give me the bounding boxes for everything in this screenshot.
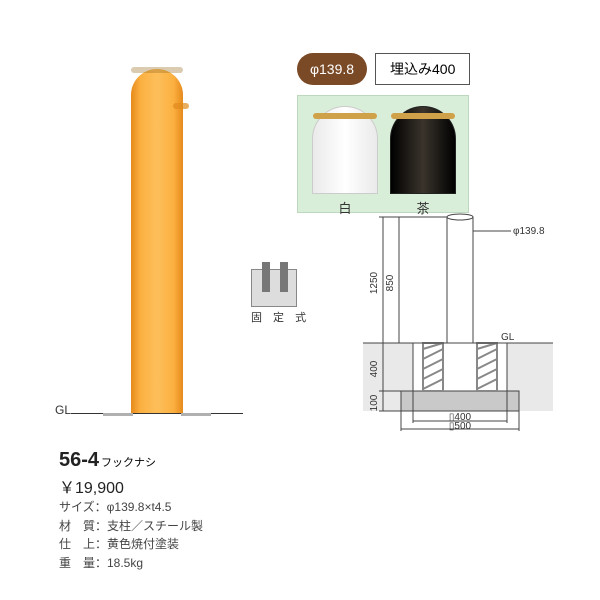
dim-total: 1250: [369, 271, 380, 294]
swatch-brown: [390, 106, 456, 194]
anchor-left: [103, 413, 133, 416]
model-row: 56-4フックナシ: [59, 449, 359, 472]
dim-gl: GL: [501, 332, 515, 343]
bollard-hook: [173, 103, 189, 109]
install-type-label: 固 定 式: [251, 309, 310, 325]
bollard-illustration: GL: [59, 69, 239, 449]
bollard-cap: [131, 67, 183, 73]
ground-line: [71, 413, 243, 414]
install-type-icon: [251, 269, 297, 307]
embedment-badge: 埋込み400: [375, 53, 470, 85]
dim-above: 850: [385, 274, 396, 291]
spec-material: 材 質：支柱／スチール製: [59, 517, 359, 536]
dim-diameter: φ139.8: [513, 226, 545, 237]
spec-block: 56-4フックナシ ￥19,900 サイズ：φ139.8×t4.5 材 質：支柱…: [59, 449, 359, 572]
diameter-badge: φ139.8: [297, 53, 367, 85]
swatch-white: [312, 106, 378, 194]
spec-finish: 仕 上：黄色焼付塗装: [59, 535, 359, 554]
model-number: 56-4: [59, 449, 99, 471]
color-swatch-panel: 白 茶: [297, 95, 469, 213]
spec-size: サイズ：φ139.8×t4.5: [59, 498, 359, 517]
dim-embed: 400: [369, 360, 380, 377]
bollard-body: [131, 69, 183, 413]
spec-weight: 重 量：18.5kg: [59, 554, 359, 573]
badge-row: φ139.8 埋込み400: [297, 53, 470, 85]
model-suffix: フックナシ: [101, 457, 156, 469]
dim-base-w: ▯500: [449, 421, 472, 431]
gl-label: GL: [55, 403, 71, 417]
dim-base-h: 100: [369, 394, 380, 411]
price: ￥19,900: [59, 474, 359, 498]
product-card: φ139.8 埋込み400 白 茶 GL 固 定 式: [25, 45, 575, 545]
tech-diagram: 1250 850 400 100 φ139.8 GL ▯400 ▯500: [323, 213, 555, 431]
anchor-right: [181, 413, 211, 416]
install-type-box: 固 定 式: [251, 269, 310, 325]
